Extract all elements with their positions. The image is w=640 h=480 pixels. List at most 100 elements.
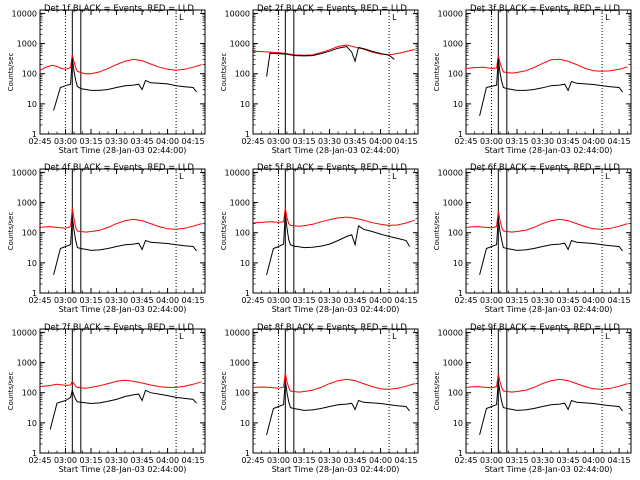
y-tick-label: 1000 xyxy=(443,359,463,368)
x-axis-label: Start Time (28-Jan-03 02:44:00) xyxy=(485,146,613,155)
x-tick-label: 03:00 xyxy=(480,137,503,146)
y-tick-label: 1 xyxy=(458,289,463,298)
x-tick-label: 04:15 xyxy=(395,296,418,305)
y-tick-label: 10000 xyxy=(12,9,37,18)
plot-frame xyxy=(252,9,419,135)
x-tick-label: 03:45 xyxy=(344,137,367,146)
series-events-line xyxy=(266,212,410,276)
y-tick-label: 10 xyxy=(27,259,37,268)
y-tick-label: 1 xyxy=(32,289,37,298)
y-axis-label: Counts/sec xyxy=(7,53,15,92)
x-tick-label: 02:45 xyxy=(241,296,264,305)
y-tick-label: 100 xyxy=(235,229,250,238)
x-tick-label: 04:00 xyxy=(582,456,605,465)
x-axis-label: Start Time (28-Jan-03 02:44:00) xyxy=(272,305,400,314)
x-tick-label: 04:00 xyxy=(156,296,179,305)
x-tick-label: 03:30 xyxy=(105,137,128,146)
x-tick-label: 03:45 xyxy=(344,296,367,305)
y-axis-label: Counts/sec xyxy=(220,53,228,92)
panel-title: Det 5f BLACK = Events, RED = LLD xyxy=(257,163,407,173)
plot-frame xyxy=(465,9,632,135)
plot-frame xyxy=(252,328,419,454)
y-tick-label: 10 xyxy=(240,259,250,268)
x-axis-label: Start Time (28-Jan-03 02:44:00) xyxy=(485,465,613,474)
y-axis-label: Counts/sec xyxy=(220,212,228,251)
x-tick-label: 03:45 xyxy=(131,456,154,465)
panel-title: Det 4f BLACK = Events, RED = LLD xyxy=(44,163,194,173)
x-tick-label: 03:00 xyxy=(267,137,290,146)
panel-title: Det 6f BLACK = Events, RED = LLD xyxy=(470,163,620,173)
x-axis-label: Start Time (28-Jan-03 02:44:00) xyxy=(59,146,187,155)
series-events-line xyxy=(479,218,623,276)
corner-marker: L xyxy=(605,13,610,22)
x-tick-label: 02:45 xyxy=(28,296,51,305)
x-tick-label: 03:00 xyxy=(480,456,503,465)
x-tick-label: 04:15 xyxy=(608,137,631,146)
y-tick-label: 10000 xyxy=(225,168,250,177)
panel-title: Det 1f BLACK = Events, RED = LLD xyxy=(44,4,194,14)
y-tick-label: 10000 xyxy=(438,9,463,18)
x-axis-label: Start Time (28-Jan-03 02:44:00) xyxy=(59,465,187,474)
x-tick-label: 04:15 xyxy=(395,137,418,146)
y-axis-label: Counts/sec xyxy=(7,212,15,251)
series-lld-line xyxy=(252,208,415,227)
x-tick-label: 02:45 xyxy=(241,456,264,465)
y-tick-label: 1 xyxy=(245,289,250,298)
y-axis-label: Counts/sec xyxy=(7,372,15,411)
y-tick-label: 1000 xyxy=(443,199,463,208)
corner-marker: L xyxy=(605,332,610,341)
y-tick-label: 1000 xyxy=(230,40,250,49)
x-tick-label: 03:15 xyxy=(79,137,102,146)
y-tick-label: 10000 xyxy=(12,328,37,337)
y-tick-label: 100 xyxy=(448,70,463,79)
x-tick-label: 03:00 xyxy=(267,296,290,305)
series-events-line xyxy=(53,216,197,276)
x-tick-label: 03:30 xyxy=(105,296,128,305)
corner-marker: L xyxy=(392,172,397,181)
x-tick-label: 04:00 xyxy=(369,137,392,146)
x-tick-label: 03:30 xyxy=(318,137,341,146)
y-tick-label: 100 xyxy=(235,70,250,79)
corner-marker: L xyxy=(605,172,610,181)
y-tick-label: 10000 xyxy=(12,168,37,177)
x-tick-label: 03:00 xyxy=(54,296,77,305)
x-tick-label: 04:15 xyxy=(182,137,205,146)
series-events-line xyxy=(479,380,623,436)
series-lld-line xyxy=(465,211,628,233)
x-tick-label: 04:15 xyxy=(395,456,418,465)
x-tick-label: 03:45 xyxy=(131,296,154,305)
x-tick-label: 02:45 xyxy=(241,137,264,146)
x-tick-label: 04:00 xyxy=(582,296,605,305)
y-axis-label: Counts/sec xyxy=(433,372,441,411)
x-tick-label: 03:30 xyxy=(531,296,554,305)
x-tick-label: 03:30 xyxy=(531,137,554,146)
series-events-line xyxy=(53,58,197,111)
x-tick-label: 03:45 xyxy=(557,137,580,146)
series-lld-line xyxy=(39,54,202,75)
x-tick-label: 03:00 xyxy=(54,456,77,465)
x-axis-label: Start Time (28-Jan-03 02:44:00) xyxy=(485,305,613,314)
corner-marker: L xyxy=(179,13,184,22)
corner-marker: L xyxy=(179,172,184,181)
x-tick-label: 03:00 xyxy=(267,456,290,465)
y-tick-label: 10 xyxy=(453,419,463,428)
y-tick-label: 1000 xyxy=(17,359,37,368)
series-events-line xyxy=(49,388,197,430)
panel-title: Det 8f BLACK = Events, RED = LLD xyxy=(257,323,407,333)
series-events-line xyxy=(266,380,410,436)
x-tick-label: 03:00 xyxy=(54,137,77,146)
x-tick-label: 04:00 xyxy=(156,137,179,146)
y-tick-label: 1 xyxy=(245,130,250,139)
y-tick-label: 100 xyxy=(22,229,37,238)
x-tick-label: 03:45 xyxy=(344,456,367,465)
x-tick-label: 04:00 xyxy=(156,456,179,465)
x-tick-label: 03:15 xyxy=(505,456,528,465)
y-tick-label: 1 xyxy=(458,130,463,139)
x-tick-label: 03:00 xyxy=(480,296,503,305)
y-tick-label: 1000 xyxy=(17,40,37,49)
x-tick-label: 02:45 xyxy=(28,456,51,465)
